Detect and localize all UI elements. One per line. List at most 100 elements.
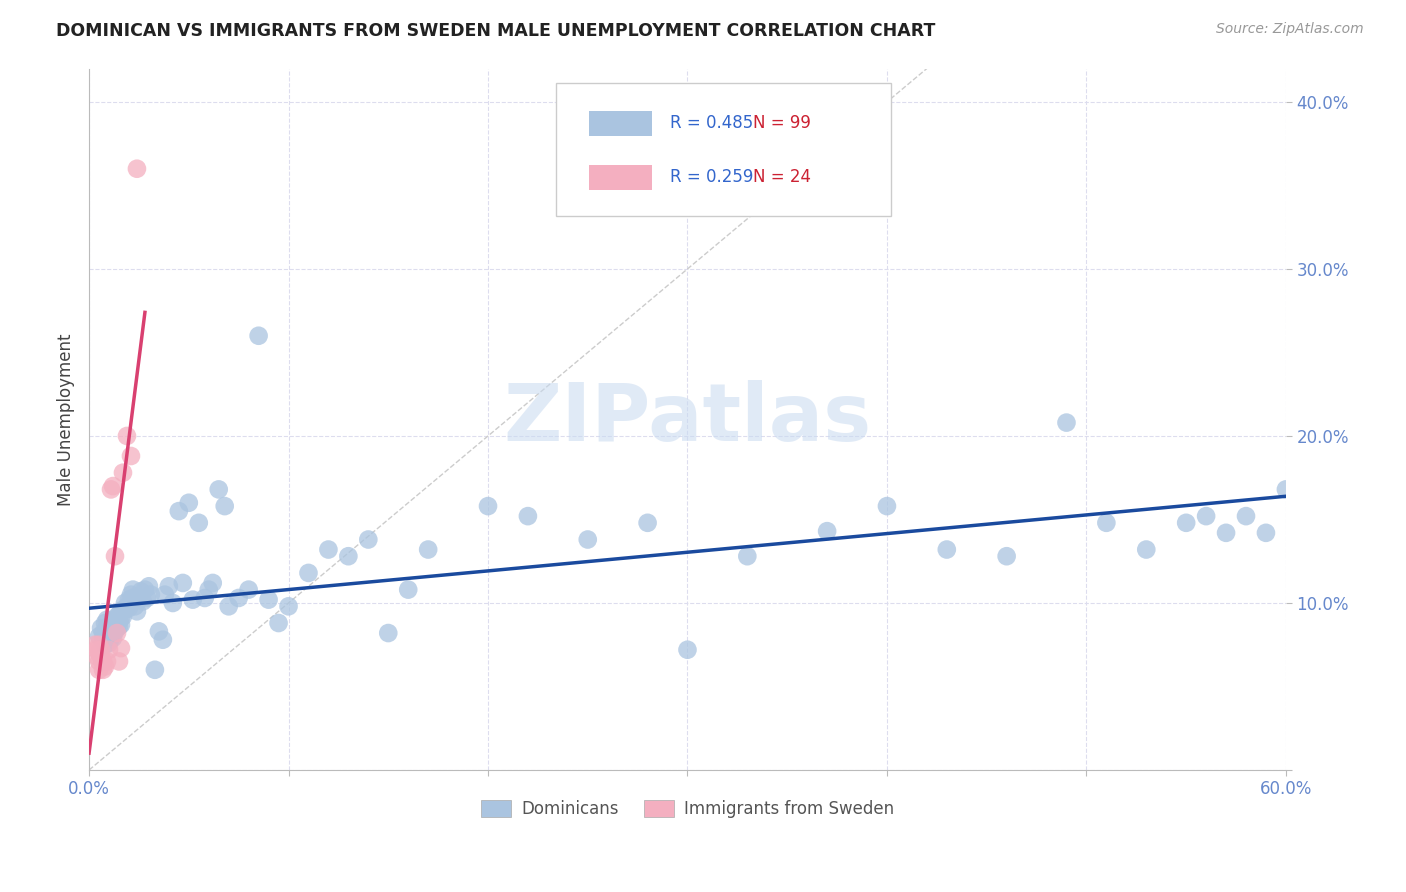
Point	[100, 631, 122, 645]
Point	[876, 499, 898, 513]
Point	[101, 631, 124, 645]
Point	[91, 655, 114, 669]
Point	[134, 582, 156, 597]
Point	[98, 636, 121, 650]
Point	[98, 632, 121, 647]
Point	[139, 588, 162, 602]
FancyBboxPatch shape	[555, 83, 891, 216]
Point	[104, 624, 127, 639]
Point	[108, 655, 131, 669]
Point	[167, 504, 190, 518]
Point	[122, 591, 145, 605]
Point	[1215, 525, 1237, 540]
Point	[110, 641, 132, 656]
Point	[153, 588, 176, 602]
Point	[128, 592, 150, 607]
Point	[96, 621, 118, 635]
Point	[676, 642, 699, 657]
Point	[122, 582, 145, 597]
Point	[110, 617, 132, 632]
Legend: Dominicans, Immigrants from Sweden: Dominicans, Immigrants from Sweden	[474, 793, 900, 825]
Point	[257, 592, 280, 607]
FancyBboxPatch shape	[589, 111, 652, 136]
Point	[152, 632, 174, 647]
Point	[101, 621, 124, 635]
Point	[108, 619, 131, 633]
FancyBboxPatch shape	[589, 165, 652, 189]
Point	[194, 591, 217, 605]
Point	[98, 642, 121, 657]
Y-axis label: Male Unemployment: Male Unemployment	[58, 333, 75, 506]
Point	[218, 599, 240, 614]
Point	[108, 615, 131, 629]
Point	[132, 594, 155, 608]
Point	[1275, 483, 1298, 497]
Text: R = 0.259: R = 0.259	[671, 169, 754, 186]
Point	[357, 533, 380, 547]
Point	[100, 626, 122, 640]
Point	[172, 576, 194, 591]
Point	[1254, 525, 1277, 540]
Point	[115, 429, 138, 443]
Point	[815, 524, 838, 538]
Point	[105, 615, 128, 630]
Point	[148, 624, 170, 639]
Point	[91, 632, 114, 647]
Point	[104, 613, 127, 627]
Point	[101, 615, 124, 630]
Point	[1175, 516, 1198, 530]
Point	[177, 496, 200, 510]
Point	[94, 615, 117, 630]
Point	[110, 611, 132, 625]
Point	[737, 549, 759, 564]
Point	[98, 624, 121, 639]
Point	[187, 516, 209, 530]
Text: DOMINICAN VS IMMIGRANTS FROM SWEDEN MALE UNEMPLOYMENT CORRELATION CHART: DOMINICAN VS IMMIGRANTS FROM SWEDEN MALE…	[56, 22, 935, 40]
Point	[84, 638, 107, 652]
Point	[995, 549, 1018, 564]
Point	[238, 582, 260, 597]
Point	[114, 602, 136, 616]
Point	[87, 638, 110, 652]
Point	[208, 483, 231, 497]
Point	[1135, 542, 1157, 557]
Point	[94, 659, 117, 673]
Point	[100, 617, 122, 632]
Point	[94, 638, 117, 652]
Point	[87, 629, 110, 643]
Point	[120, 588, 142, 602]
Point	[90, 621, 112, 635]
Point	[247, 328, 270, 343]
Point	[90, 649, 112, 664]
Point	[104, 549, 127, 564]
Point	[101, 479, 124, 493]
Point	[125, 161, 148, 176]
Point	[477, 499, 499, 513]
Point	[96, 655, 118, 669]
Point	[129, 584, 152, 599]
Text: Source: ZipAtlas.com: Source: ZipAtlas.com	[1216, 22, 1364, 37]
Point	[90, 642, 112, 657]
Point	[1195, 509, 1218, 524]
Point	[162, 596, 184, 610]
Point	[267, 615, 290, 630]
Point	[105, 626, 128, 640]
Point	[1234, 509, 1257, 524]
Point	[201, 576, 224, 591]
Point	[214, 499, 236, 513]
Point	[98, 629, 121, 643]
Point	[935, 542, 957, 557]
Point	[125, 604, 148, 618]
Point	[108, 607, 131, 622]
Point	[418, 542, 440, 557]
Point	[135, 591, 157, 605]
Point	[101, 626, 124, 640]
Point	[86, 642, 108, 657]
Point	[297, 566, 319, 580]
Text: N = 24: N = 24	[754, 169, 811, 186]
Point	[138, 579, 160, 593]
Point	[100, 483, 122, 497]
Point	[96, 613, 118, 627]
Point	[114, 596, 136, 610]
Text: ZIPatlas: ZIPatlas	[503, 380, 872, 458]
